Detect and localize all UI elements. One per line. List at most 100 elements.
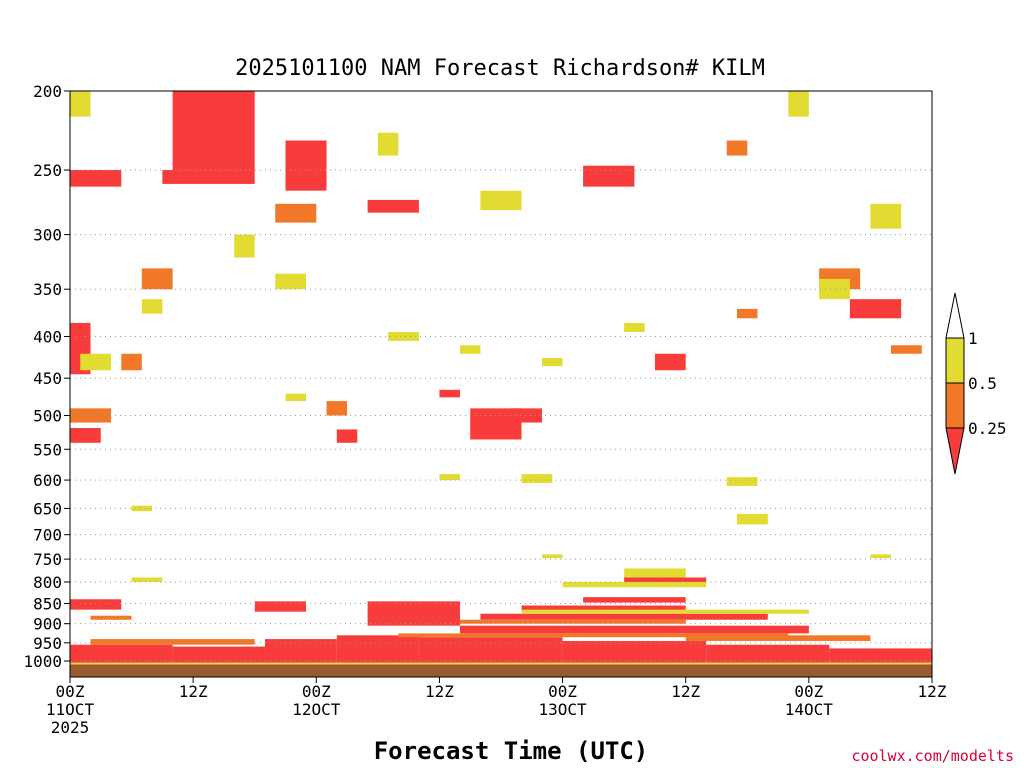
x-tick-label: 12Z bbox=[671, 682, 700, 701]
legend-swatch-below-0.25 bbox=[945, 427, 965, 475]
color-legend: 1 0.5 0.25 bbox=[945, 292, 1007, 475]
ri-cell-05_1 bbox=[70, 662, 932, 665]
y-tick-label: 450 bbox=[33, 369, 62, 388]
ri-cell-lt_025 bbox=[511, 408, 543, 423]
ri-cell-025_05 bbox=[737, 308, 758, 319]
ri-cell-lt_025 bbox=[367, 601, 460, 626]
x-axis-title: Forecast Time (UTC) bbox=[374, 737, 649, 765]
credit-label: coolwx.com/modelts bbox=[851, 747, 1014, 765]
y-tick-label: 300 bbox=[33, 226, 62, 245]
ri-cell-05_1 bbox=[788, 91, 809, 117]
y-tick-label: 650 bbox=[33, 499, 62, 518]
ri-cell-05_1 bbox=[521, 474, 553, 484]
ri-cell-lt_025 bbox=[562, 640, 707, 663]
ri-cell-lt_025 bbox=[521, 605, 686, 611]
ri-cell-05_1 bbox=[521, 609, 809, 614]
ri-cell-lt_025 bbox=[162, 170, 255, 184]
legend-swatch-0.5-1 bbox=[945, 337, 965, 384]
x-tick-label: 12Z bbox=[179, 682, 208, 701]
ri-cell-05_1 bbox=[870, 203, 902, 229]
ri-cell-lt_025 bbox=[706, 644, 830, 663]
x-tick-label: 12Z bbox=[918, 682, 947, 701]
ri-cell-025_05 bbox=[141, 268, 173, 290]
ri-cell-025_05 bbox=[90, 639, 255, 645]
x-tick-label: 14OCT bbox=[785, 700, 834, 719]
ri-cell-lt_025 bbox=[480, 613, 768, 620]
plot-frame bbox=[69, 90, 933, 678]
ri-cell-025_05 bbox=[890, 345, 922, 354]
y-tick-label: 900 bbox=[33, 615, 62, 634]
y-tick-label: 800 bbox=[33, 573, 62, 592]
ri-cell-lt_025 bbox=[624, 577, 707, 582]
x-tick-label: 12Z bbox=[425, 682, 454, 701]
ri-cell-05_1 bbox=[131, 577, 163, 582]
ri-cell-lt_025 bbox=[583, 597, 686, 603]
ri-cell-05_1 bbox=[377, 132, 399, 156]
legend-swatch-above-1 bbox=[945, 292, 965, 339]
ri-cell-05_1 bbox=[819, 278, 850, 300]
ri-cell-05_1 bbox=[562, 581, 707, 588]
ri-cell-lt_025 bbox=[172, 646, 265, 663]
x-tick-label: 00Z bbox=[794, 682, 823, 701]
y-tick-label: 950 bbox=[33, 634, 62, 653]
y-tick-label: 200 bbox=[33, 82, 62, 101]
ri-cell-025_05 bbox=[275, 203, 317, 223]
ri-cell-lt_025 bbox=[336, 635, 419, 663]
ground-fill bbox=[70, 664, 932, 677]
y-tick-label: 1000 bbox=[23, 652, 62, 671]
ri-cell-lt_025 bbox=[583, 165, 635, 187]
ri-cell-025_05 bbox=[121, 353, 142, 371]
ri-cell-lt_025 bbox=[418, 637, 563, 663]
ri-cell-lt_025 bbox=[70, 599, 122, 610]
ri-cell-lt_025 bbox=[254, 601, 307, 612]
legend-label: 0.5 bbox=[968, 374, 997, 393]
ri-cell-05_1 bbox=[388, 332, 419, 341]
ri-cell-05_1 bbox=[70, 91, 91, 117]
ri-cell-05_1 bbox=[80, 353, 112, 371]
legend-label: 1 bbox=[968, 329, 978, 348]
ri-cell-05_1 bbox=[459, 345, 481, 354]
ri-cell-lt_025 bbox=[70, 428, 101, 443]
ri-cell-05_1 bbox=[737, 513, 768, 525]
ri-cell-05_1 bbox=[624, 568, 686, 578]
ri-cell-025_05 bbox=[326, 401, 348, 416]
ri-cell-05_1 bbox=[234, 234, 255, 258]
ri-cell-05_1 bbox=[275, 273, 307, 290]
y-tick-label: 350 bbox=[33, 280, 62, 299]
y-tick-label: 250 bbox=[33, 161, 62, 180]
x-tick-label: 00Z bbox=[548, 682, 577, 701]
y-tick-label: 600 bbox=[33, 471, 62, 490]
ri-cell-05_1 bbox=[726, 477, 758, 486]
plot-area bbox=[70, 91, 932, 677]
ri-cell-025_05 bbox=[685, 635, 871, 641]
ri-cell-lt_025 bbox=[285, 140, 327, 191]
ri-cell-05_1 bbox=[624, 322, 645, 333]
ri-cell-025_05 bbox=[90, 615, 132, 620]
x-tick-label: 2025 bbox=[51, 718, 90, 737]
y-tick-label: 400 bbox=[33, 327, 62, 346]
ri-cell-lt_025 bbox=[367, 199, 419, 213]
x-tick-label: 13OCT bbox=[538, 700, 587, 719]
ri-cell-025_05 bbox=[459, 619, 686, 624]
x-tick-label: 12OCT bbox=[292, 700, 341, 719]
x-tick-label: 00Z bbox=[56, 682, 85, 701]
y-tick-label: 850 bbox=[33, 594, 62, 613]
ri-cell-lt_025 bbox=[336, 429, 358, 443]
ri-cell-05_1 bbox=[141, 299, 163, 314]
ri-cell-05_1 bbox=[131, 505, 153, 512]
chart-title: 2025101100 NAM Forecast Richardson# KILM bbox=[235, 56, 765, 81]
legend-label: 0.25 bbox=[968, 419, 1007, 438]
y-tick-label: 550 bbox=[33, 440, 62, 459]
ri-cell-05_1 bbox=[870, 554, 891, 559]
x-tick-label: 00Z bbox=[302, 682, 331, 701]
ri-cell-lt_025 bbox=[70, 644, 173, 663]
ri-cell-lt_025 bbox=[459, 625, 809, 634]
pressure-axis: 200 250 300 350 400 450 500 550 600 650 700 750 800 8… bbox=[23, 82, 70, 671]
y-tick-label: 750 bbox=[33, 550, 62, 569]
ri-cell-lt_025 bbox=[439, 389, 460, 398]
ri-cell-05_1 bbox=[542, 554, 563, 559]
y-tick-label: 500 bbox=[33, 407, 62, 426]
ri-cell-05_1 bbox=[542, 357, 563, 367]
